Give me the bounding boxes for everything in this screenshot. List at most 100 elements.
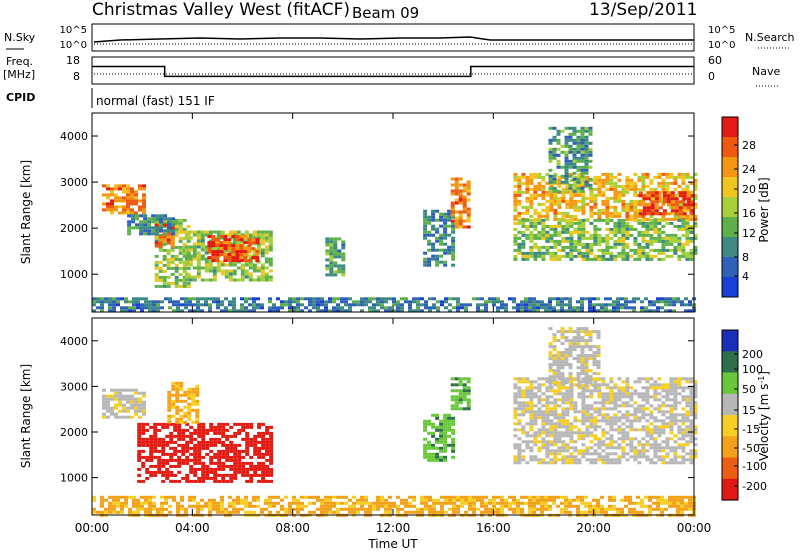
velocity-cell [513,407,518,411]
power-cell [661,230,666,234]
power-cell [110,187,114,191]
power-cell [158,233,163,237]
power-cell [454,210,459,214]
velocity-cell [597,419,602,423]
velocity-cell [292,501,296,505]
power-cell [196,260,201,264]
power-cell [458,201,463,205]
power-cell [504,303,508,307]
velocity-cell [552,333,557,337]
velocity-cell [141,425,146,429]
velocity-cell [185,422,190,426]
power-cell [142,196,146,200]
power-cell [517,178,522,182]
power-cell [577,224,582,228]
velocity-cell [480,495,484,499]
power-cell [677,254,682,258]
velocity-cell [681,431,686,435]
power-cell [657,233,662,237]
y-tick-label: 2000 [60,222,88,235]
power-cell [232,242,237,246]
velocity-cell [669,461,674,465]
power-cell [617,211,622,215]
velocity-cell [102,400,106,404]
velocity-cell [693,380,698,384]
velocity-cell [253,443,258,447]
power-cell [147,232,152,236]
velocity-cell [187,390,192,394]
power-cell [533,184,538,188]
power-cell [661,242,666,246]
power-y-axis-label: Slant Range [km] [19,160,33,264]
velocity-cell [557,392,562,396]
velocity-cell [116,498,120,502]
velocity-cell [513,422,518,426]
power-cell [443,251,448,255]
power-cell [260,230,265,234]
velocity-cell [213,479,218,483]
velocity-cell [620,507,624,511]
power-cell [412,300,416,304]
power-cell [513,236,518,240]
power-cell [605,214,610,218]
velocity-cell [653,380,658,384]
velocity-cell [152,507,156,511]
velocity-cell [167,414,172,418]
power-cell [132,297,136,301]
velocity-cell [352,510,356,514]
power-cell [264,272,269,276]
velocity-cell [153,449,158,453]
power-cell [431,212,436,216]
power-cell [223,244,228,248]
power-cell [670,191,675,195]
velocity-cell [545,386,550,390]
power-cell [640,300,644,304]
power-cell [423,260,428,264]
velocity-cell [500,504,504,508]
velocity-cell [604,510,608,514]
noise-tick-top-right: 10^5 [708,25,735,36]
velocity-cell [439,431,444,435]
power-cell [604,306,608,310]
velocity-cell [581,392,586,396]
power-cell [248,257,253,261]
velocity-cell [447,422,452,426]
velocity-cell [141,464,146,468]
power-cell [685,233,690,237]
velocity-cell [564,504,568,508]
power-cell [629,202,634,206]
velocity-cell [221,425,226,429]
velocity-cell [245,437,250,441]
velocity-cell [200,498,204,502]
velocity-cell [529,395,534,399]
power-cell [435,227,440,231]
velocity-cell [460,495,464,499]
power-cell [613,211,618,215]
velocity-cell [557,440,562,444]
velocity-cell [157,437,162,441]
power-cell [641,224,646,228]
velocity-cell [557,458,562,462]
power-cell [561,236,566,240]
velocity-cell [693,395,698,399]
velocity-cell [209,476,214,480]
power-cell [244,233,249,237]
velocity-cell [513,398,518,402]
velocity-cell [237,443,242,447]
velocity-cell [665,455,670,459]
power-cell [576,159,581,163]
velocity-cell [605,392,610,396]
power-cell [517,230,522,234]
power-cell [158,269,163,273]
power-cell [604,303,608,307]
power-cell [207,256,212,260]
power-cell [557,211,562,215]
velocity-cell [197,443,202,447]
power-cell [508,297,512,301]
power-cell [264,275,269,279]
power-cell [661,184,666,188]
velocity-cell [183,399,188,403]
velocity-cell [496,495,500,499]
power-cell [341,273,346,277]
power-cell [584,147,589,151]
